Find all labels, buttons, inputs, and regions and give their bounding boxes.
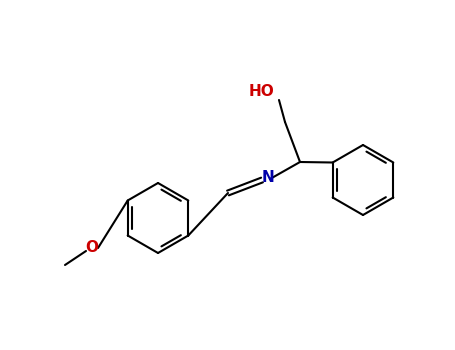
Text: O: O [86, 240, 98, 256]
Text: N: N [262, 170, 274, 186]
Text: HO: HO [249, 84, 275, 98]
